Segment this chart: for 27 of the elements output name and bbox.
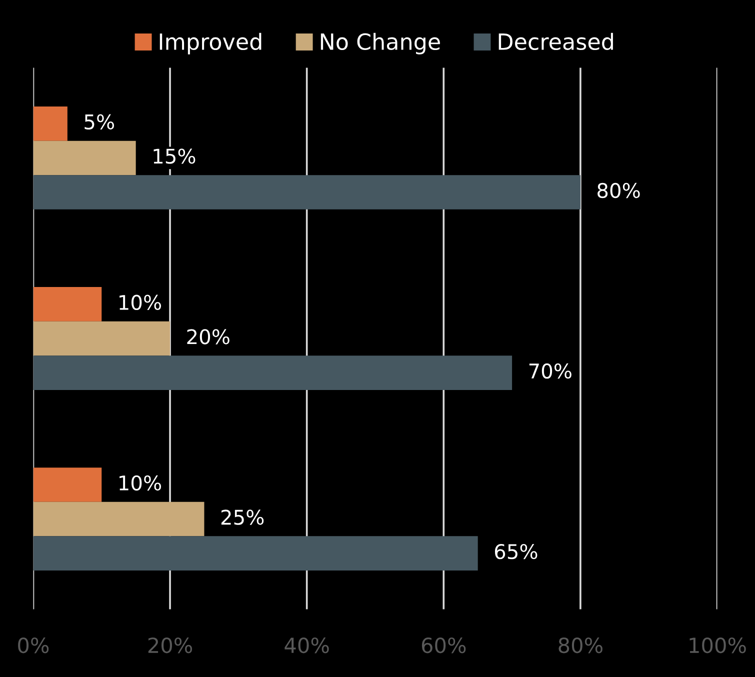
bar [33,468,102,502]
x-tick-label: 100% [690,637,746,654]
data-label: 15% [154,148,196,164]
x-tick-label: 80% [558,637,602,654]
bar [33,356,512,390]
x-tick-label: 0% [18,637,49,654]
data-label: 20% [187,329,230,344]
data-label: 10% [120,294,162,310]
bar [33,536,478,570]
legend-label: No Change [320,32,440,54]
data-label: 65% [494,544,538,560]
x-tick-label: 60% [422,637,466,654]
x-tick-label: 40% [284,637,329,654]
data-label: 5% [84,114,114,130]
bar [33,287,102,322]
legend-label: Decreased [498,32,613,50]
bar [33,321,170,356]
data-label: 80% [598,182,640,198]
bar [33,502,204,536]
data-label: 10% [120,475,162,491]
data-label: 70% [529,363,572,379]
x-tick-label: 20% [148,637,192,654]
bar [33,140,136,176]
bar [33,175,580,210]
legend-label: Improved [160,32,262,54]
data-label: 25% [221,510,264,525]
bar [33,106,68,141]
